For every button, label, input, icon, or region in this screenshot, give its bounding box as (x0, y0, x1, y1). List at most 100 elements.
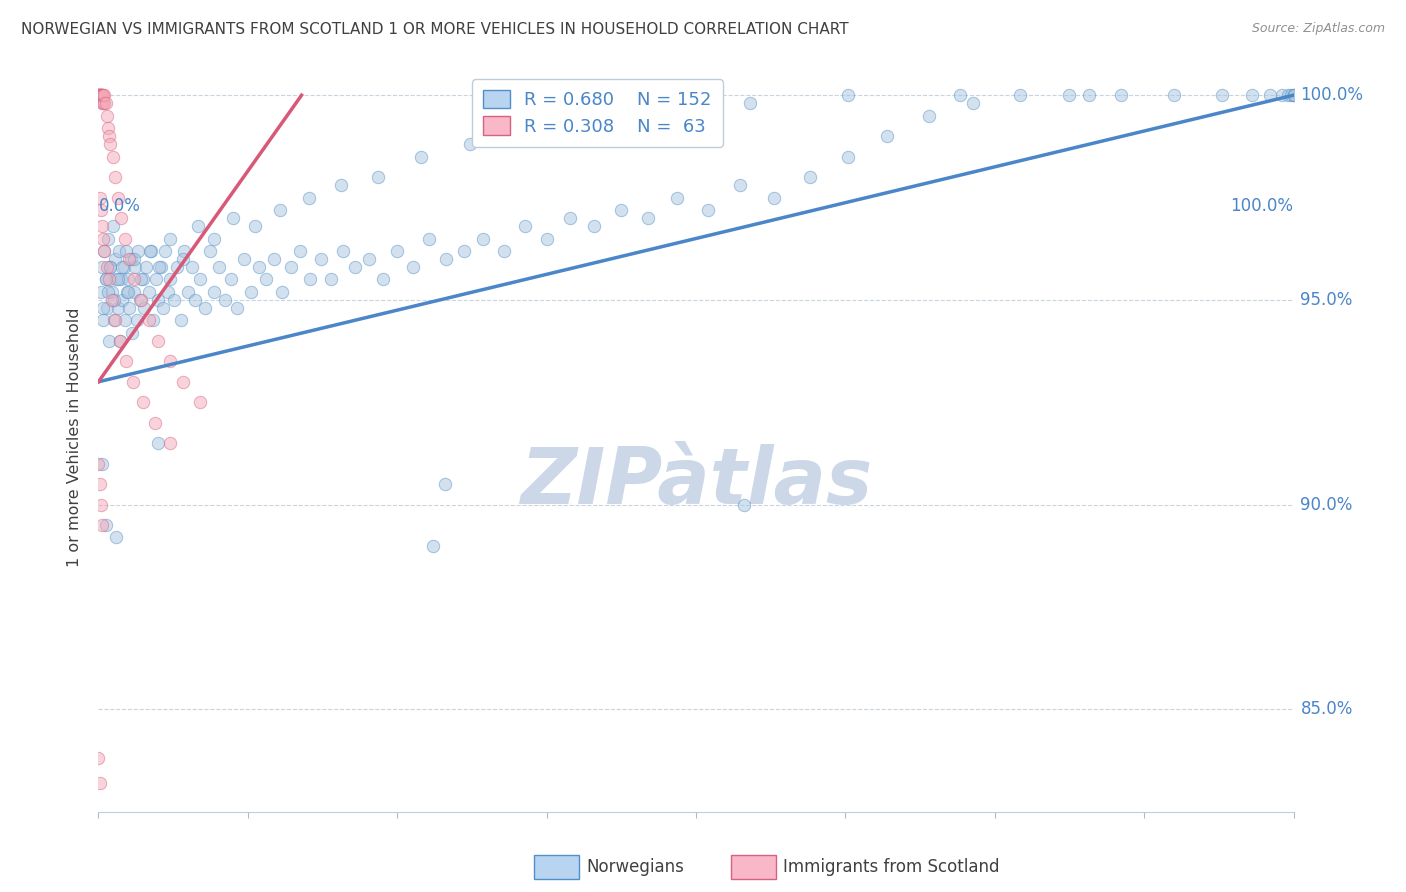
Point (172, 252, 194, 266)
Point (108, 334, 131, 348)
Point (105, 272, 128, 286)
Point (124, 252, 146, 266)
Point (91, 260, 114, 275)
Point (117, 285, 139, 299)
Point (100, 293, 122, 307)
Point (149, 260, 172, 275)
Point (609, 202, 631, 217)
Point (90, 498, 112, 512)
Point (91, 88, 114, 103)
Point (172, 375, 194, 389)
Point (91, 96, 114, 111)
Point (226, 301, 249, 315)
Point (1057, 88, 1080, 103)
Point (271, 285, 294, 299)
Point (91, 313, 114, 327)
Point (148, 436, 170, 450)
Point (148, 334, 170, 348)
Point (243, 219, 266, 234)
Point (344, 260, 367, 275)
Point (1258, 88, 1281, 103)
Point (100, 285, 122, 299)
Point (90, 88, 112, 103)
Point (187, 219, 209, 234)
Point (91, 518, 114, 533)
Point (177, 285, 200, 299)
Point (560, 211, 582, 225)
Point (98, 137, 122, 152)
Point (103, 313, 125, 327)
Point (131, 395, 153, 409)
Text: Source: ZipAtlas.com: Source: ZipAtlas.com (1251, 22, 1385, 36)
Point (110, 211, 132, 225)
Point (240, 285, 263, 299)
Text: 100.0%: 100.0% (1301, 87, 1364, 104)
Point (837, 150, 859, 164)
Point (402, 260, 425, 275)
Point (222, 211, 245, 225)
Point (202, 285, 225, 299)
Point (269, 202, 291, 217)
Point (91, 301, 114, 315)
Point (247, 260, 270, 275)
Point (97, 120, 120, 135)
Point (159, 272, 181, 286)
Point (93, 88, 115, 103)
Point (1282, 88, 1305, 103)
Point (492, 244, 515, 258)
Point (453, 244, 475, 258)
Point (87, 88, 110, 103)
Y-axis label: 1 or more Vehicles in Household: 1 or more Vehicles in Household (67, 308, 83, 566)
Point (91, 219, 114, 234)
Point (1078, 88, 1101, 103)
Point (148, 260, 170, 275)
Point (188, 272, 211, 286)
Point (139, 244, 162, 258)
Point (104, 252, 127, 266)
Point (97, 285, 120, 299)
Point (101, 219, 124, 234)
Point (98, 260, 122, 275)
Point (173, 244, 195, 258)
Point (198, 244, 221, 258)
Point (135, 260, 157, 275)
Point (184, 293, 207, 307)
Point (112, 260, 135, 275)
Point (385, 244, 409, 258)
Point (180, 260, 202, 275)
Point (94, 96, 117, 111)
Point (115, 354, 138, 368)
Point (117, 272, 139, 286)
Point (733, 498, 755, 512)
Point (962, 96, 984, 111)
Point (170, 313, 193, 327)
Point (90, 88, 112, 103)
Point (132, 301, 155, 315)
Point (90, 202, 112, 217)
Point (697, 202, 720, 217)
Point (138, 313, 160, 327)
Point (94, 518, 117, 533)
Point (254, 272, 277, 286)
Point (142, 313, 165, 327)
Point (583, 219, 606, 234)
Legend: R = 0.680    N = 152, R = 0.308    N =  63: R = 0.680 N = 152, R = 0.308 N = 63 (472, 79, 723, 146)
Point (114, 231, 136, 245)
Text: NORWEGIAN VS IMMIGRANTS FROM SCOTLAND 1 OR MORE VEHICLES IN HOUSEHOLD CORRELATIO: NORWEGIAN VS IMMIGRANTS FROM SCOTLAND 1 … (21, 22, 849, 37)
Point (115, 285, 138, 299)
Point (918, 109, 941, 123)
Point (107, 301, 129, 315)
Point (163, 293, 186, 307)
Point (94, 272, 117, 286)
Point (280, 260, 302, 275)
Point (411, 150, 433, 164)
Point (309, 252, 332, 266)
Point (949, 88, 972, 103)
Point (371, 272, 394, 286)
Point (87, 88, 110, 103)
Point (111, 293, 134, 307)
Point (837, 88, 859, 103)
Point (131, 293, 153, 307)
Point (110, 272, 132, 286)
Point (87, 751, 110, 765)
